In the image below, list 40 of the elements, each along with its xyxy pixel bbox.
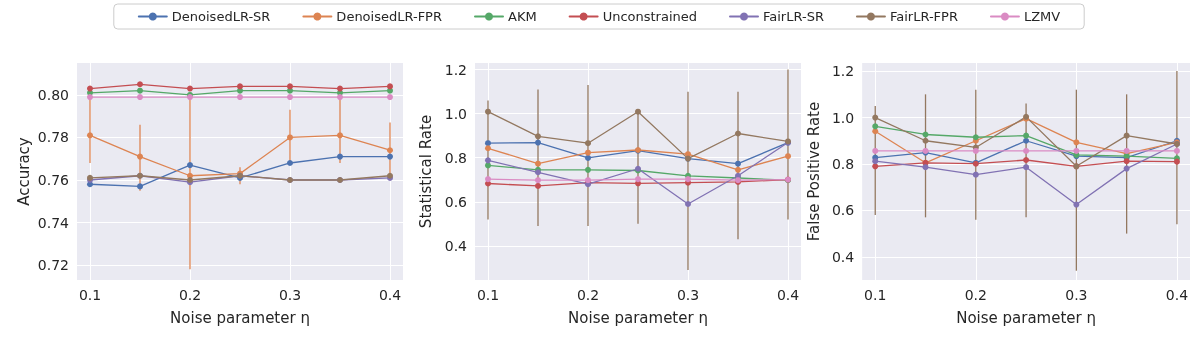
legend-label: FairLR-SR — [763, 9, 824, 24]
x-tick-label: 0.2 — [178, 287, 202, 303]
x-axis-title: Noise parameter η — [568, 308, 708, 327]
y-tick-label: 1.2 — [831, 63, 855, 80]
x-tick-label: 0.4 — [1165, 287, 1189, 303]
y-tick-label: 0.6 — [444, 193, 468, 210]
x-axis-title: Noise parameter η — [170, 308, 310, 327]
x-tick-label: 0.2 — [576, 287, 600, 303]
x-tick-label: 0.2 — [964, 287, 987, 303]
legend-label: AKM — [507, 9, 537, 24]
legend-label: Unconstrained — [602, 9, 698, 24]
x-tick-label: 0.4 — [776, 287, 800, 303]
y-tick-label: 0.76 — [37, 172, 70, 189]
legend-label: FairLR-FPR — [889, 9, 958, 24]
y-tick-label: 0.8 — [831, 155, 855, 172]
y-tick-label: 0.4 — [444, 237, 468, 254]
y-tick-label: 1.0 — [444, 105, 467, 122]
legend-label: DenoisedLR-SR — [171, 9, 271, 24]
legend-label: LZMV — [1023, 9, 1061, 24]
y-tick-label: 0.8 — [444, 149, 467, 166]
y-axis-title: False Positive Rate — [804, 101, 823, 242]
y-tick-label: 0.74 — [37, 214, 70, 231]
x-tick-label: 0.3 — [676, 287, 700, 303]
x-tick-label: 0.1 — [864, 287, 887, 303]
x-axis-title: Noise parameter η — [956, 308, 1096, 327]
y-axis-title: Accuracy — [14, 137, 33, 206]
y-tick-label: 0.6 — [831, 202, 855, 219]
y-axis-title: Statistical Rate — [417, 114, 436, 229]
y-tick-label: 1.0 — [831, 109, 855, 126]
y-tick-label: 0.78 — [37, 129, 69, 146]
x-tick-label: 0.1 — [476, 287, 500, 303]
x-tick-label: 0.3 — [278, 287, 302, 303]
y-tick-label: 0.72 — [37, 257, 69, 274]
x-tick-label: 0.4 — [378, 287, 402, 303]
legend-label: DenoisedLR-FPR — [336, 9, 442, 24]
y-tick-label: 0.4 — [831, 248, 855, 265]
y-tick-label: 1.2 — [444, 61, 467, 78]
x-tick-label: 0.3 — [1065, 287, 1088, 303]
y-tick-label: 0.80 — [37, 86, 69, 103]
x-tick-label: 0.1 — [78, 287, 102, 303]
